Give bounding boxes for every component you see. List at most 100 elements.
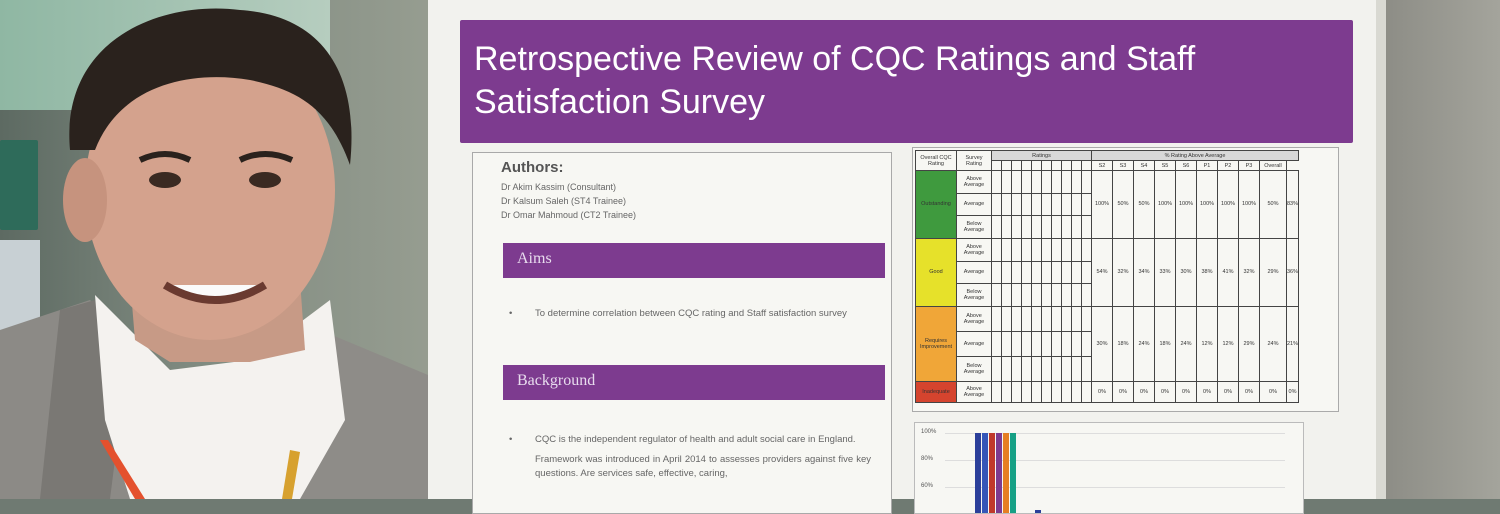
pct-cell: 50% bbox=[1133, 170, 1155, 239]
author-item: Dr Omar Mahmoud (CT2 Trainee) bbox=[501, 210, 637, 220]
chart-bar bbox=[996, 433, 1002, 513]
rating-count-cell bbox=[1051, 192, 1062, 217]
survey-rating-cell: Below Average bbox=[956, 215, 992, 239]
rating-count-cell bbox=[1071, 192, 1082, 217]
rating-count-cell bbox=[1061, 192, 1072, 217]
rating-count-cell bbox=[1061, 170, 1072, 194]
rating-count-cell bbox=[1021, 283, 1032, 307]
rating-col-header bbox=[1051, 160, 1062, 171]
rating-count-cell bbox=[1001, 215, 1012, 239]
pct-cell: 100% bbox=[1154, 170, 1176, 239]
rating-count-cell bbox=[1031, 237, 1042, 262]
pct-cell: 100% bbox=[1238, 170, 1260, 239]
rating-count-cell bbox=[1051, 283, 1062, 307]
chart-bar bbox=[1010, 433, 1016, 513]
rating-count-cell bbox=[1081, 283, 1092, 307]
rating-count-cell bbox=[1001, 170, 1012, 194]
rating-count-cell bbox=[991, 170, 1002, 194]
pct-cell: 30% bbox=[1175, 237, 1197, 307]
rating-count-cell bbox=[1081, 237, 1092, 262]
table-row: Below Average bbox=[916, 215, 1299, 239]
overall-rating-cell: Requires Improvement bbox=[915, 305, 957, 382]
survey-rating-cell: Above Average bbox=[956, 305, 992, 332]
pct-header: % Rating Above Average bbox=[1090, 150, 1300, 161]
rating-count-cell bbox=[1071, 170, 1082, 194]
rating-count-cell bbox=[991, 260, 1002, 285]
rating-count-cell bbox=[1081, 305, 1092, 332]
rating-count-cell bbox=[1011, 330, 1022, 357]
overall-rating-cell: Outstanding bbox=[915, 170, 957, 239]
rating-count-cell bbox=[991, 283, 1002, 307]
rating-count-cell bbox=[1011, 237, 1022, 262]
rating-count-cell bbox=[1041, 305, 1052, 332]
rating-count-cell bbox=[991, 237, 1002, 262]
pct-cell: 24% bbox=[1133, 305, 1155, 382]
pct-col-header: S3 bbox=[1112, 160, 1134, 171]
y-tick-label: 100% bbox=[921, 429, 937, 435]
rating-col-header bbox=[1031, 160, 1042, 171]
pct-col-header: P1 bbox=[1196, 160, 1218, 171]
rating-count-cell bbox=[1001, 260, 1012, 285]
rating-count-cell bbox=[991, 330, 1002, 357]
rating-count-cell bbox=[1041, 283, 1052, 307]
rating-count-cell bbox=[1051, 260, 1062, 285]
pct-header-row: S2 S3 S4 S5 S6 P1 P2 P3 Overall bbox=[916, 160, 1299, 171]
bar-chart-panel: 100% 80% 60% bbox=[914, 422, 1304, 514]
rating-count-cell bbox=[1071, 283, 1082, 307]
rating-count-cell bbox=[1081, 355, 1092, 382]
rating-count-cell bbox=[1051, 305, 1062, 332]
pct-cell: 0% bbox=[1154, 380, 1176, 403]
rating-col-header bbox=[1041, 160, 1052, 171]
aims-text: To determine correlation between CQC rat… bbox=[535, 308, 847, 319]
rating-count-cell bbox=[1011, 192, 1022, 217]
rating-count-cell bbox=[1051, 215, 1062, 239]
pct-cell: 0% bbox=[1217, 380, 1239, 403]
rating-count-cell bbox=[1071, 330, 1082, 357]
table-row: Good Above Average 54% 32% 34% 33% 30% 38% 41% 32… bbox=[915, 237, 1300, 307]
table-row: Requires Improvement Above Average 30% 18% 2… bbox=[915, 305, 1300, 382]
photo-scene bbox=[0, 0, 1500, 499]
rating-count-cell bbox=[1021, 355, 1032, 382]
rating-count-cell bbox=[991, 305, 1002, 332]
y-tick-label: 80% bbox=[921, 456, 934, 462]
rating-count-cell bbox=[1001, 192, 1012, 217]
rating-count-cell bbox=[1071, 260, 1082, 285]
pct-cell: 12% bbox=[1217, 305, 1239, 382]
overall-rating-cell: Good bbox=[915, 237, 957, 307]
background-heading: Background bbox=[517, 372, 596, 389]
pct-cell: 38% bbox=[1196, 237, 1218, 307]
rating-count-cell bbox=[1061, 330, 1072, 357]
survey-rating-cell: Above Average bbox=[956, 380, 992, 403]
rating-count-cell bbox=[1031, 380, 1042, 403]
pct-cell: 33% bbox=[1154, 237, 1176, 307]
rating-count-cell bbox=[1081, 330, 1092, 357]
pct-cell: 0% bbox=[1175, 380, 1197, 403]
survey-rating-cell: Above Average bbox=[956, 170, 992, 194]
rating-count-cell bbox=[1041, 260, 1052, 285]
rating-count-cell bbox=[1051, 170, 1062, 194]
pct-cell: 0% bbox=[1196, 380, 1218, 403]
rating-col-header bbox=[1081, 160, 1092, 171]
rating-count-cell bbox=[1051, 330, 1062, 357]
rating-count-cell bbox=[1071, 355, 1082, 382]
rating-col-header bbox=[1061, 160, 1072, 171]
rating-count-cell bbox=[1061, 283, 1072, 307]
author-item: Dr Kalsum Saleh (ST4 Trainee) bbox=[501, 196, 627, 206]
rating-col-header bbox=[1071, 160, 1082, 171]
background-text-1: CQC is the independent regulator of heal… bbox=[535, 434, 856, 445]
pct-cell: 100% bbox=[1175, 170, 1197, 239]
rating-count-cell bbox=[991, 192, 1002, 217]
rating-count-cell bbox=[1041, 330, 1052, 357]
pct-col-header: S6 bbox=[1175, 160, 1197, 171]
rating-count-cell bbox=[1011, 215, 1022, 239]
table-row: Outstanding Above Average 100% 50% 50% 100% 10… bbox=[915, 170, 1300, 239]
rating-count-cell bbox=[1001, 330, 1012, 357]
rating-count-cell bbox=[1011, 283, 1022, 307]
rating-count-cell bbox=[1041, 170, 1052, 194]
authors-list: Dr Akim Kassim (Consultant) Dr Kalsum Sa… bbox=[501, 180, 636, 222]
pct-cell: 18% bbox=[1112, 305, 1134, 382]
pct-cell: 100% bbox=[1196, 170, 1218, 239]
rating-count-cell bbox=[1011, 305, 1022, 332]
pct-cell: 30% bbox=[1091, 305, 1113, 382]
pct-cell: 18% bbox=[1154, 305, 1176, 382]
